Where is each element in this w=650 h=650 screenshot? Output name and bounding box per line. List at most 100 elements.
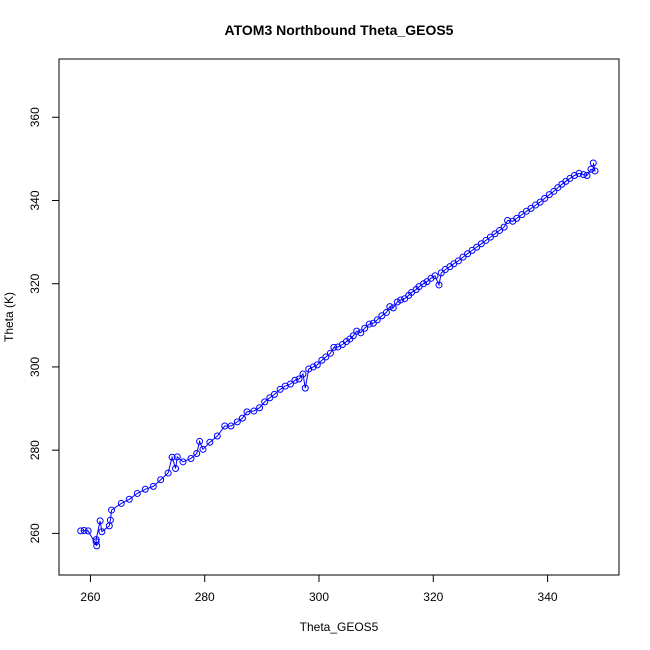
data-point [125, 495, 133, 503]
y-tick-label: 320 [28, 273, 42, 293]
data-point [133, 489, 141, 497]
data-point [575, 169, 583, 177]
data-point [589, 159, 597, 167]
data-point [570, 172, 578, 180]
data-point [468, 246, 476, 254]
data-point [84, 527, 92, 535]
data-point [309, 363, 317, 371]
data-point [108, 506, 116, 514]
data-point [587, 165, 595, 173]
data-point [299, 370, 307, 378]
data-point [206, 438, 214, 446]
y-axis: 260 280 300 320 340 360 [28, 107, 60, 543]
y-axis-label: Theta (K) [2, 292, 16, 342]
data-point [173, 453, 181, 461]
data-point [382, 308, 390, 316]
data-point [233, 418, 241, 426]
data-point [330, 343, 338, 351]
data-point [164, 469, 172, 477]
data-point [250, 407, 258, 415]
y-tick-label: 260 [28, 523, 42, 543]
data-point [96, 517, 104, 525]
y-tick-label: 340 [28, 190, 42, 210]
data-point [92, 538, 100, 546]
x-axis: 260 280 300 320 340 [80, 574, 558, 604]
data-point [243, 408, 251, 416]
data-point [301, 384, 309, 392]
data-point [193, 449, 201, 457]
data-point [378, 312, 386, 320]
data-point [536, 198, 544, 206]
data-point [305, 365, 313, 373]
plot-frame [58, 58, 620, 576]
data-point [397, 296, 405, 304]
data-point [238, 414, 246, 422]
data-point [541, 194, 549, 202]
data-point [286, 380, 294, 388]
data-point [486, 233, 494, 241]
data-point [545, 191, 553, 199]
x-tick-label: 280 [195, 590, 215, 604]
data-point [550, 187, 558, 195]
data-point [295, 375, 303, 383]
data-point [393, 298, 401, 306]
chart-title: ATOM3 Northbound Theta_GEOS5 [225, 22, 454, 38]
series-layer [77, 159, 599, 550]
data-point [276, 385, 284, 393]
data-point [459, 253, 467, 261]
y-tick-label: 280 [28, 440, 42, 460]
data-point [353, 327, 361, 335]
data-point [172, 464, 180, 472]
x-axis-label: Theta_GEOS5 [300, 620, 379, 634]
data-point [583, 172, 591, 180]
x-tick-label: 300 [309, 590, 329, 604]
data-point [80, 526, 88, 534]
data-point [591, 167, 599, 175]
data-point [196, 437, 204, 445]
data-point [477, 240, 485, 248]
data-point [256, 404, 264, 412]
data-point [482, 236, 490, 244]
data-point [431, 272, 439, 280]
data-point [168, 453, 176, 461]
x-tick-label: 340 [538, 590, 558, 604]
data-point [361, 324, 369, 332]
data-point [527, 204, 535, 212]
x-tick-label: 260 [80, 590, 100, 604]
data-point [106, 516, 114, 524]
data-point [473, 243, 481, 251]
data-point [389, 304, 397, 312]
data-point [349, 332, 357, 340]
data-point [213, 432, 221, 440]
y-tick-label: 300 [28, 357, 42, 377]
data-point [117, 499, 125, 507]
data-point [179, 458, 187, 466]
data-point [322, 353, 330, 361]
series-line [80, 162, 596, 547]
data-point [504, 216, 512, 224]
data-point [313, 361, 321, 369]
data-point [464, 250, 472, 258]
data-point [580, 171, 588, 179]
data-point [149, 482, 157, 490]
data-point [454, 257, 462, 265]
data-point [373, 316, 381, 324]
data-point [386, 303, 394, 311]
data-point [141, 485, 149, 493]
data-point [227, 422, 235, 430]
data-point [496, 226, 504, 234]
data-point [92, 536, 100, 544]
data-point [187, 454, 195, 462]
data-point [98, 528, 106, 536]
data-point [261, 398, 269, 406]
data-point [77, 527, 85, 535]
data-point [266, 394, 274, 402]
data-point [365, 320, 373, 328]
data-point [518, 211, 526, 219]
data-point [500, 223, 508, 231]
data-point [326, 349, 334, 357]
data-point [157, 476, 165, 484]
data-point [491, 230, 499, 238]
data-point [513, 214, 521, 222]
data-point [435, 281, 443, 289]
